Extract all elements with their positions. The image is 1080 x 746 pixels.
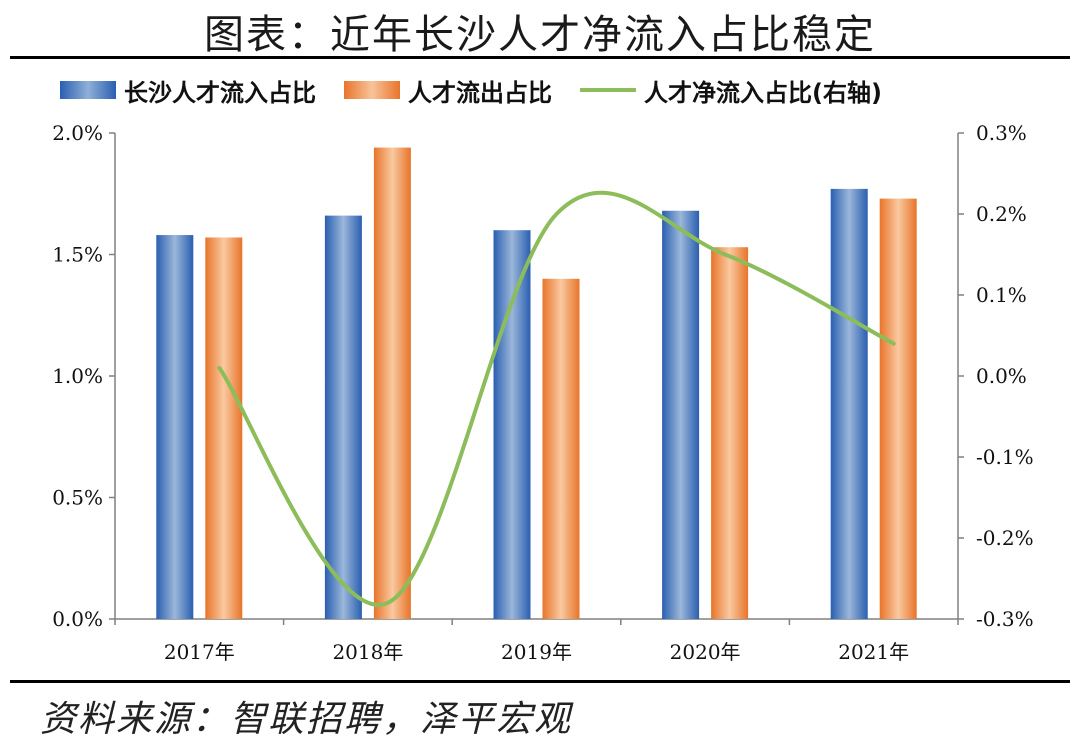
right-tick-label: -0.1% [976, 445, 1034, 469]
bar-outflow [205, 237, 243, 620]
bar-inflow [662, 210, 700, 619]
legend-item-outflow: 人才流出占比 [344, 73, 552, 108]
bar-inflow [324, 215, 362, 619]
x-tick-label: 2021年 [838, 640, 909, 664]
legend-item-inflow: 长沙人才流入占比 [60, 73, 316, 108]
top-rule [10, 56, 1070, 59]
net-inflow-line [217, 190, 896, 607]
legend-label-net: 人才净流入占比(右轴) [644, 78, 882, 107]
chart-title: 图表：近年长沙人才净流入占比稳定 [204, 12, 876, 58]
legend: 长沙人才流入占比 人才流出占比 人才净流入占比(右轴) [60, 70, 910, 110]
legend-swatch-net [580, 88, 636, 92]
source-note: 资料来源：智联招聘，泽平宏观 [40, 699, 573, 740]
bar-inflow [830, 188, 868, 619]
left-tick-label: 0.0% [52, 607, 103, 631]
legend-item-net: 人才净流入占比(右轴) [580, 73, 882, 108]
legend-label-inflow: 长沙人才流入占比 [124, 78, 316, 107]
x-tick-label: 2020年 [670, 640, 741, 664]
left-tick-label: 2.0% [52, 121, 103, 145]
right-tick-label: 0.2% [976, 202, 1027, 226]
x-tick-label: 2018年 [332, 640, 403, 664]
legend-swatch-inflow [60, 81, 116, 99]
right-tick-label: 0.1% [976, 283, 1027, 307]
bar-outflow [373, 147, 411, 619]
right-tick-label: 0.3% [976, 121, 1027, 145]
bar-outflow [879, 198, 917, 620]
x-tick-label: 2019年 [501, 640, 572, 664]
bar-outflow [542, 278, 580, 619]
left-tick-label: 0.5% [52, 486, 103, 510]
right-tick-label: 0.0% [976, 364, 1027, 388]
right-tick-label: -0.2% [976, 526, 1034, 550]
left-tick-label: 1.0% [52, 364, 103, 388]
legend-swatch-outflow [344, 81, 400, 99]
right-tick-label: -0.3% [976, 607, 1034, 631]
bar-inflow [156, 235, 194, 619]
legend-label-outflow: 人才流出占比 [408, 78, 552, 107]
bar-outflow [711, 247, 749, 619]
bar-inflow [493, 230, 531, 619]
x-tick-label: 2017年 [164, 640, 235, 664]
left-tick-label: 1.5% [52, 243, 103, 267]
bottom-rule [10, 680, 1070, 683]
